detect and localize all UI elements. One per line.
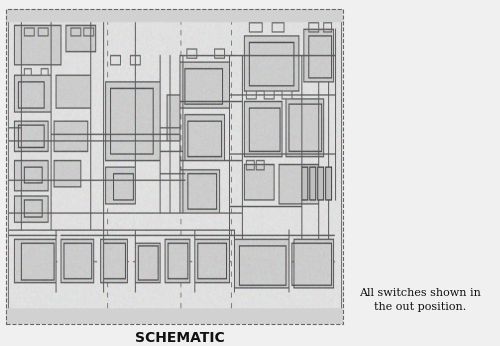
Text: SCHEMATIC: SCHEMATIC [135,331,225,345]
Text: All switches shown in
the out position.: All switches shown in the out position. [359,288,480,312]
Bar [6,9,342,324]
